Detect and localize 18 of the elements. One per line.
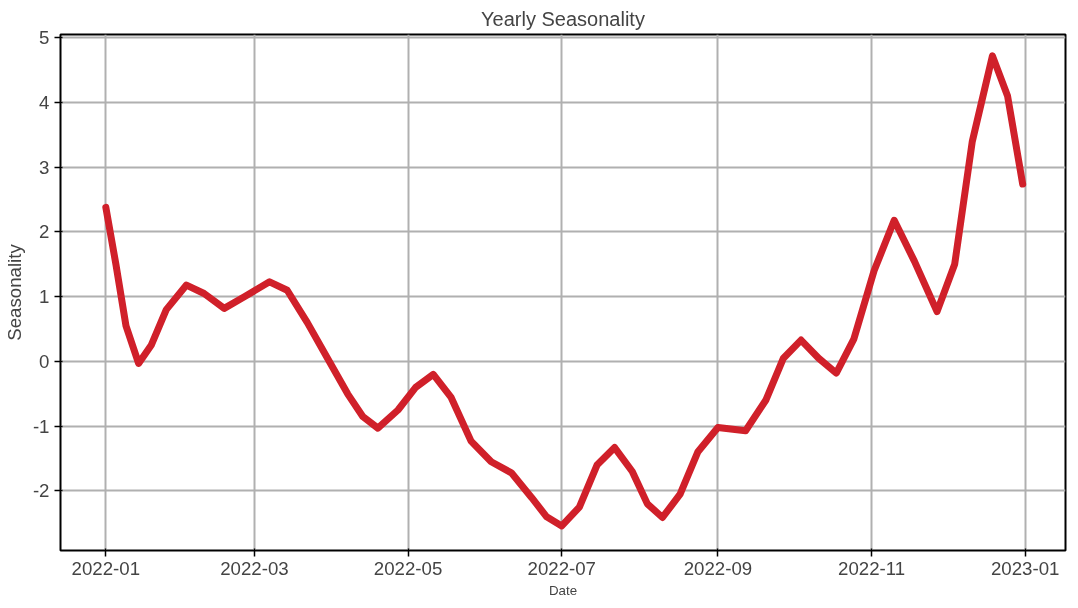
y-axis-title: Seasonality (3, 243, 25, 341)
x-tick-label: 2022-11 (838, 557, 906, 579)
x-tick-label: 2022-09 (683, 557, 753, 579)
y-tick-label: 3 (39, 156, 50, 178)
y-tick-label: 1 (39, 286, 50, 308)
y-tick-label: -1 (32, 415, 50, 437)
y-tick-label: 5 (39, 27, 50, 49)
chart-title: Yearly Seasonality (481, 7, 645, 30)
x-tick-label: 2022-05 (373, 557, 443, 579)
x-axis-title: Date (548, 582, 578, 598)
x-tick-label: 2022-01 (71, 557, 141, 579)
y-tick-label: -2 (32, 480, 50, 502)
x-tick-label: 2022-03 (220, 557, 289, 579)
y-tick-label: 0 (39, 350, 50, 372)
x-tick-label: 2022-07 (527, 557, 596, 579)
y-tick-label: 2 (39, 221, 50, 243)
x-tick-label: 2023-01 (990, 557, 1060, 579)
y-tick-label: 4 (39, 91, 50, 113)
